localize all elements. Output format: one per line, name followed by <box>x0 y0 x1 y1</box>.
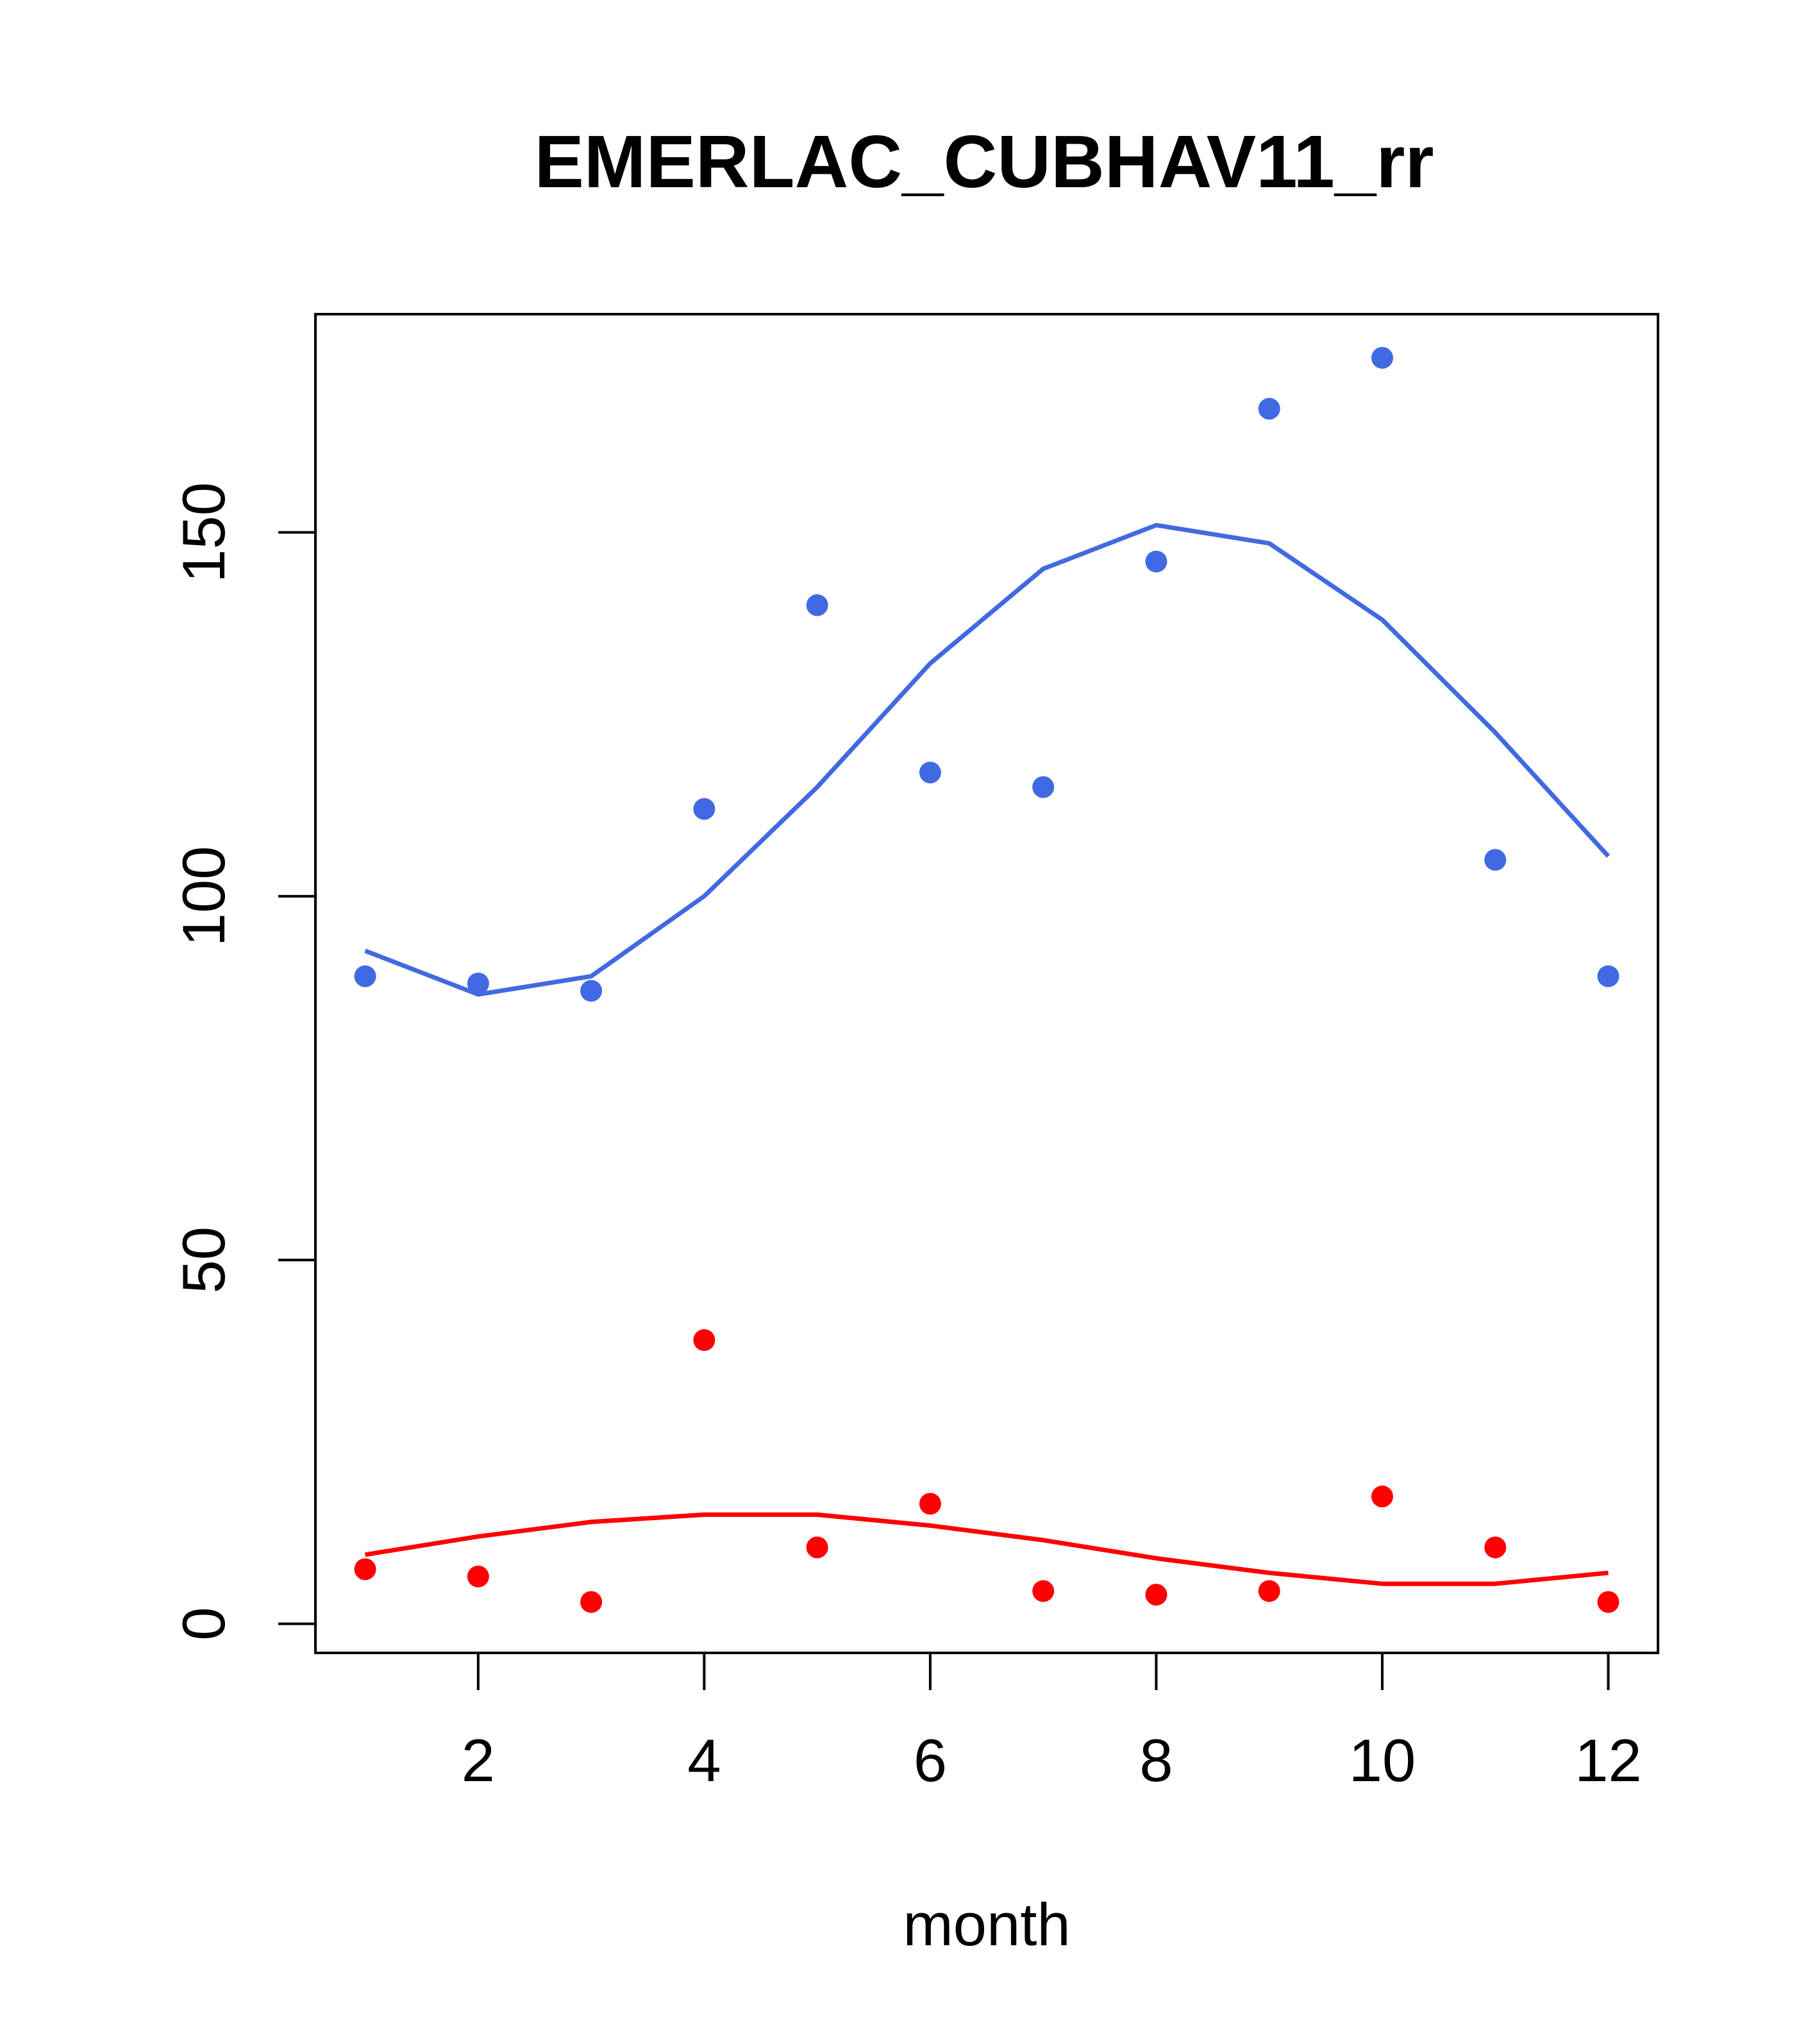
y-axis: 0 50 100 150 <box>170 482 317 1641</box>
x-tick-label: 6 <box>914 1727 947 1794</box>
data-point <box>919 1493 941 1515</box>
x-tick-label: 2 <box>462 1727 495 1794</box>
data-point <box>806 1536 828 1559</box>
data-point <box>467 973 489 994</box>
data-point <box>467 1565 489 1587</box>
y-tick-label: 100 <box>170 846 237 946</box>
data-point <box>1145 550 1168 573</box>
data-point <box>1032 1580 1055 1602</box>
x-tick-label: 12 <box>1575 1727 1642 1794</box>
series-line <box>364 1512 1609 1586</box>
data-point <box>1597 965 1620 987</box>
data-point <box>580 1591 603 1613</box>
data-point <box>919 761 941 783</box>
x-axis: 2 4 6 8 10 12 <box>462 1652 1642 1794</box>
data-point <box>1258 398 1280 420</box>
series-1 <box>354 347 1620 1002</box>
chart-title: EMERLAC_CUBHAV11_rr <box>534 120 1434 203</box>
series-layer <box>354 347 1620 1613</box>
x-tick-label: 8 <box>1139 1727 1173 1794</box>
y-tick-label: 0 <box>170 1607 237 1640</box>
data-point <box>1597 1591 1620 1613</box>
x-tick-label: 4 <box>687 1727 721 1794</box>
data-point <box>1258 1580 1280 1602</box>
data-point <box>1371 1486 1393 1508</box>
data-point <box>693 1329 716 1352</box>
data-point <box>1145 1584 1168 1606</box>
y-tick-label: 50 <box>170 1227 237 1294</box>
data-point <box>693 798 716 820</box>
y-tick-label: 150 <box>170 482 237 583</box>
x-axis-label: month <box>903 1891 1070 1958</box>
data-point <box>1032 776 1055 798</box>
data-point <box>354 1558 376 1580</box>
data-point <box>354 965 376 987</box>
series-line <box>364 523 1611 997</box>
data-point <box>806 594 828 616</box>
data-point <box>1371 347 1393 369</box>
plot-frame <box>314 313 1659 1654</box>
data-point <box>1484 849 1507 871</box>
data-point <box>580 980 603 1002</box>
series-2 <box>354 1329 1620 1613</box>
data-point <box>1484 1536 1507 1559</box>
x-tick-label: 10 <box>1349 1727 1416 1794</box>
